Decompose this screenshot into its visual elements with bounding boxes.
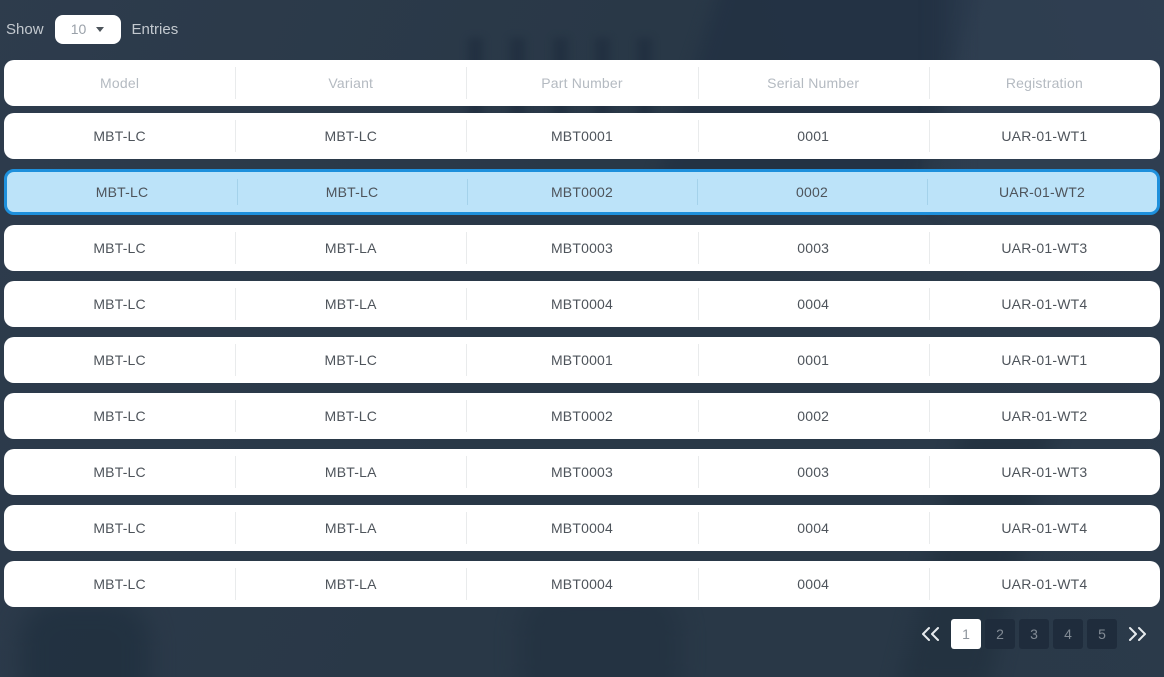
table-cell: MBT-LC xyxy=(235,337,466,383)
table-row[interactable]: MBT-LC MBT-LA MBT0004 0004 UAR-01-WT4 xyxy=(4,281,1160,327)
table-cell: MBT0002 xyxy=(466,393,697,439)
table-cell: MBT0002 xyxy=(467,172,697,212)
table-cell: MBT0004 xyxy=(466,561,697,607)
table-cell: MBT-LC xyxy=(93,240,146,256)
table-cell: 0004 xyxy=(697,281,929,327)
table-cell: 0003 xyxy=(697,225,929,271)
column-header-model[interactable]: Model xyxy=(100,75,140,91)
table-cell: MBT-LA xyxy=(235,225,466,271)
table-cell: MBT-LC xyxy=(93,464,146,480)
column-header-part-number[interactable]: Part Number xyxy=(466,60,697,106)
page-button-4[interactable]: 4 xyxy=(1053,619,1083,649)
page-button-5[interactable]: 5 xyxy=(1087,619,1117,649)
previous-page-button[interactable] xyxy=(913,626,947,642)
table-row[interactable]: MBT-LC MBT-LA MBT0003 0003 UAR-01-WT3 xyxy=(4,225,1160,271)
entries-control-bar: Show 10 Entries xyxy=(0,0,1164,58)
table-cell: MBT0003 xyxy=(466,225,697,271)
table-cell: 0002 xyxy=(697,393,929,439)
table-cell: 0003 xyxy=(697,449,929,495)
table-cell: UAR-01-WT2 xyxy=(927,172,1157,212)
table-cell: MBT-LC xyxy=(235,113,466,159)
table-cell: UAR-01-WT3 xyxy=(928,225,1160,271)
table-cell: MBT-LC xyxy=(93,352,146,368)
table-row[interactable]: MBT-LC MBT-LA MBT0004 0004 UAR-01-WT4 xyxy=(4,505,1160,551)
table-cell: UAR-01-WT4 xyxy=(928,281,1160,327)
table-cell: MBT-LC xyxy=(93,296,146,312)
table-header-row: Model Variant Part Number Serial Number … xyxy=(4,60,1160,106)
table-cell: UAR-01-WT2 xyxy=(928,393,1160,439)
background-shape xyxy=(20,600,150,677)
table-cell: MBT-LA xyxy=(235,561,466,607)
table-cell: MBT-LC xyxy=(93,408,146,424)
table-cell: 0001 xyxy=(697,113,929,159)
table-cell: MBT0001 xyxy=(466,113,697,159)
table-cell: 0004 xyxy=(697,561,929,607)
table-cell: MBT-LC xyxy=(93,576,146,592)
column-header-registration[interactable]: Registration xyxy=(928,60,1160,106)
table-cell: MBT0004 xyxy=(466,281,697,327)
chevron-double-left-icon xyxy=(919,626,941,642)
table-row[interactable]: MBT-LC MBT-LC MBT0001 0001 UAR-01-WT1 xyxy=(4,113,1160,159)
table-cell: MBT-LC xyxy=(93,520,146,536)
table-cell: MBT-LA xyxy=(235,281,466,327)
entries-label: Entries xyxy=(131,20,179,38)
page-button-1[interactable]: 1 xyxy=(951,619,981,649)
column-header-serial-number[interactable]: Serial Number xyxy=(697,60,929,106)
table-cell: MBT-LC xyxy=(237,172,467,212)
table-cell: UAR-01-WT3 xyxy=(928,449,1160,495)
table-cell: UAR-01-WT4 xyxy=(928,561,1160,607)
page-button-2[interactable]: 2 xyxy=(985,619,1015,649)
table-cell: MBT-LA xyxy=(235,505,466,551)
next-page-button[interactable] xyxy=(1121,626,1155,642)
table-row[interactable]: MBT-LC MBT-LA MBT0003 0003 UAR-01-WT3 xyxy=(4,449,1160,495)
table-row[interactable]: MBT-LC MBT-LC MBT0002 0002 UAR-01-WT2 xyxy=(4,393,1160,439)
table-cell: MBT0004 xyxy=(466,505,697,551)
aircraft-table: Model Variant Part Number Serial Number … xyxy=(0,60,1164,607)
table-cell: UAR-01-WT1 xyxy=(928,337,1160,383)
table-cell: UAR-01-WT1 xyxy=(928,113,1160,159)
table-cell: 0004 xyxy=(697,505,929,551)
show-label: Show xyxy=(6,20,44,38)
table-cell: 0002 xyxy=(697,172,927,212)
table-row[interactable]: MBT-LC MBT-LA MBT0004 0004 UAR-01-WT4 xyxy=(4,561,1160,607)
table-body: MBT-LC MBT-LC MBT0001 0001 UAR-01-WT1 MBT-LC M… xyxy=(4,113,1160,607)
table-cell: MBT-LC xyxy=(95,184,149,200)
table-cell: MBT0001 xyxy=(466,337,697,383)
chevron-double-right-icon xyxy=(1127,626,1149,642)
page-size-dropdown[interactable]: 10 xyxy=(54,14,121,44)
table-cell: MBT-LC xyxy=(235,393,466,439)
table-cell: MBT0003 xyxy=(466,449,697,495)
page-button-3[interactable]: 3 xyxy=(1019,619,1049,649)
page-size-value: 10 xyxy=(70,21,87,37)
column-header-variant[interactable]: Variant xyxy=(235,60,466,106)
table-row-selected[interactable]: MBT-LC MBT-LC MBT0002 0002 UAR-01-WT2 xyxy=(4,169,1160,215)
table-cell: UAR-01-WT4 xyxy=(928,505,1160,551)
caret-down-icon xyxy=(96,26,105,32)
table-cell: MBT-LA xyxy=(235,449,466,495)
table-row[interactable]: MBT-LC MBT-LC MBT0001 0001 UAR-01-WT1 xyxy=(4,337,1160,383)
table-cell: 0001 xyxy=(697,337,929,383)
table-cell: MBT-LC xyxy=(93,128,146,144)
